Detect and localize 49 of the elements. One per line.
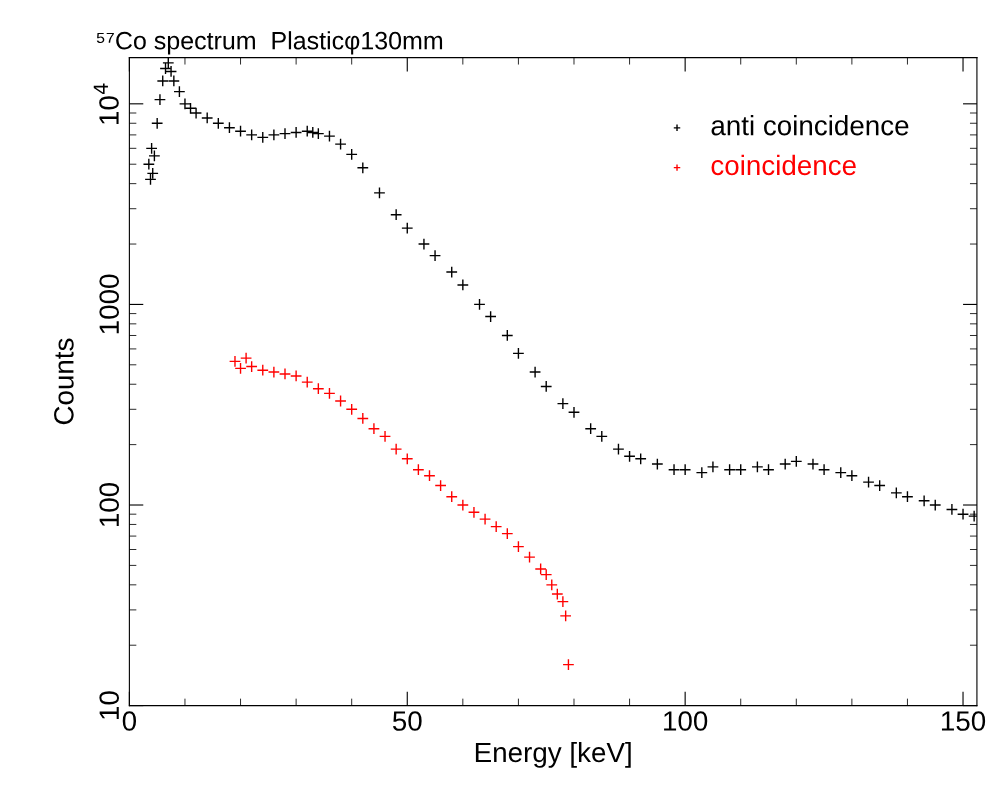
point	[245, 360, 258, 373]
point	[278, 367, 292, 381]
point	[367, 422, 380, 435]
point	[323, 387, 336, 400]
point	[456, 498, 469, 512]
legend-label: anti coincidence	[711, 115, 909, 136]
y-tick-label: 10$^{4}$	[93, 83, 119, 124]
point	[551, 587, 564, 601]
y-tick-label: 100	[99, 482, 120, 527]
point	[562, 658, 575, 671]
point	[356, 412, 369, 425]
point	[423, 469, 436, 482]
point	[234, 362, 247, 375]
point	[545, 578, 558, 591]
x-tick-label: 100	[664, 711, 708, 731]
x-tick-label: 0	[122, 711, 137, 731]
point	[490, 520, 503, 533]
x-axis-title: Energy [keV]	[475, 741, 631, 768]
point	[534, 562, 547, 576]
point	[501, 527, 514, 540]
point	[523, 551, 536, 564]
x-tick-label: 150	[941, 711, 986, 731]
point	[390, 443, 403, 456]
chart-title: ⁵⁷Co spectrum Plasticφ130mm	[96, 31, 443, 55]
point	[290, 369, 303, 383]
legend-label: coincidence	[711, 154, 856, 176]
point	[228, 355, 242, 368]
point	[445, 490, 458, 503]
point	[334, 394, 347, 408]
point	[240, 352, 253, 365]
point	[540, 568, 553, 581]
point	[556, 595, 569, 608]
y-tick-label: 10	[99, 691, 120, 719]
point	[256, 364, 269, 377]
point	[345, 403, 358, 416]
point	[267, 365, 280, 379]
point	[401, 452, 414, 465]
x-tick-label: 50	[392, 711, 422, 731]
point	[467, 506, 481, 519]
point	[559, 609, 572, 622]
point	[512, 540, 525, 553]
point	[301, 376, 314, 389]
point	[312, 382, 325, 395]
y-tick-label: 1000	[99, 274, 120, 334]
point	[478, 513, 492, 526]
point	[412, 463, 425, 476]
y-axis-title: Counts	[54, 338, 74, 425]
point	[378, 430, 392, 443]
point	[434, 479, 447, 492]
